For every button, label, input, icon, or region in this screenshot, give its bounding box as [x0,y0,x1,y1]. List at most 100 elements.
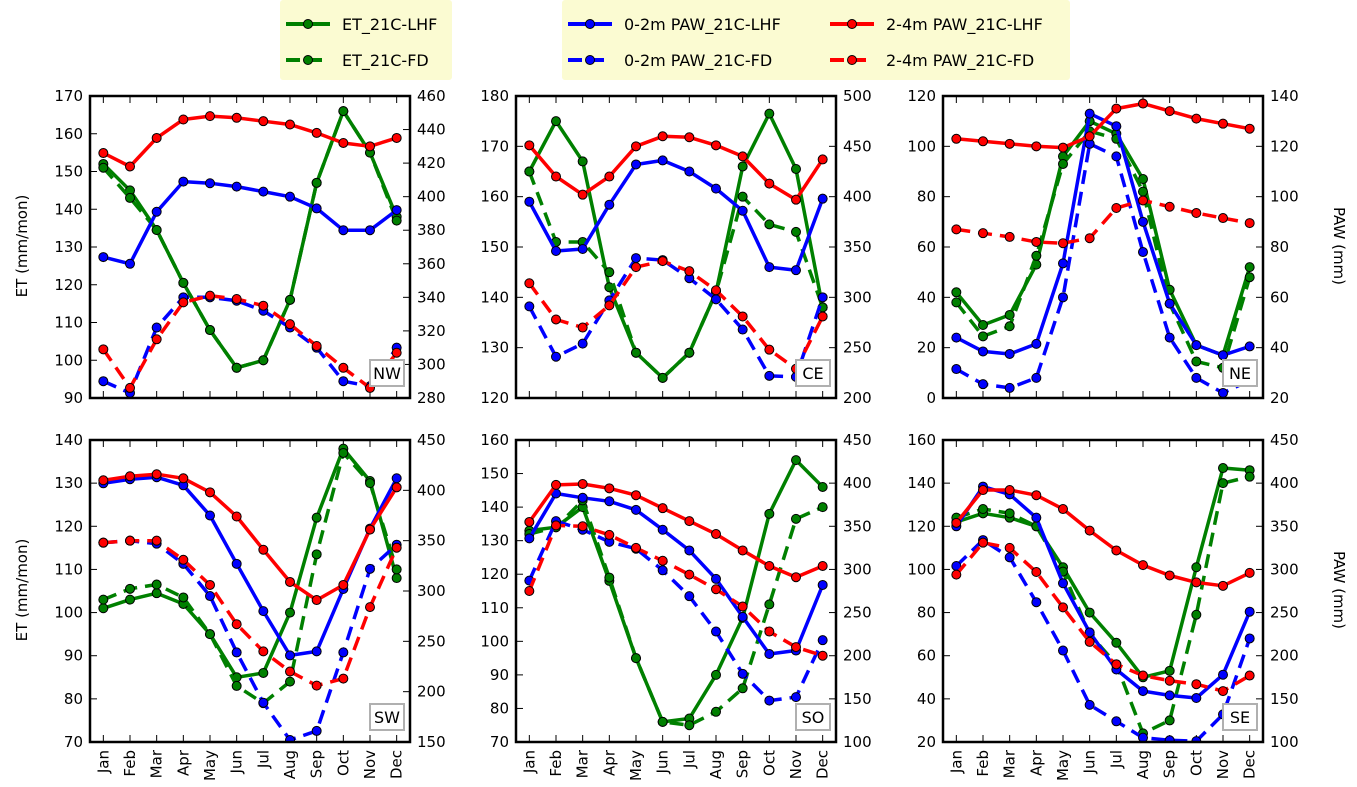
x-tick-label: Jul [254,750,272,769]
data-point [338,447,349,458]
data-point [1058,158,1068,169]
data-point [391,564,402,575]
data-point [258,606,269,617]
plot-area [943,96,1263,398]
data-point [311,512,322,523]
data-point [1164,690,1175,701]
series-group [951,463,1255,742]
y-right-tick-label: 450 [417,431,446,449]
data-point [524,196,535,207]
region-label-box [369,359,405,387]
data-point [391,347,402,358]
data-point [817,311,828,322]
data-point [125,161,135,172]
data-point [1244,670,1255,681]
data-point [1218,118,1228,129]
x-tick-label: Feb [121,750,139,777]
data-point [978,228,988,239]
y-left-tick-label: 120 [480,389,509,407]
data-point [258,646,269,657]
data-point [1191,577,1202,588]
data-point [978,346,988,357]
data-point [577,156,588,167]
x-tick-label: Oct [1187,750,1205,776]
y-left-tick-label: 40 [917,288,936,306]
data-point [178,176,189,187]
data-point [764,648,775,659]
data-point [391,482,402,493]
data-point [577,521,588,532]
panels-layer: 90 100 110 120 130 140 150 160 170 280 300 320 340 36… [54,87,1298,781]
y-left-tick-label: 80 [64,690,83,708]
y-right-tick-label: 300 [417,355,446,373]
data-point [311,725,322,736]
y-left-tick-label: 160 [480,188,509,206]
data-point [125,583,135,594]
data-point [285,319,295,330]
data-point [657,503,668,514]
data-point [311,646,322,657]
data-point [258,186,269,197]
data-point [951,287,962,298]
data-point [1218,213,1228,224]
data-point [524,278,535,289]
x-tick-label: Oct [334,750,352,776]
legend-label: ET_21C-LHF [342,15,437,35]
data-point [684,720,695,731]
y-right-tick-label: 460 [417,87,446,105]
data-point [711,285,721,296]
data-point [178,473,189,484]
legend-label: 0-2m PAW_21C-FD [624,51,772,71]
data-point [951,569,962,580]
y-left-label-top: ET (mm/mon) [13,195,31,298]
y-left-tick-label: 60 [917,647,936,665]
data-point [1111,637,1122,648]
plot-frame [941,438,1265,744]
plot-frame [88,94,412,400]
data-point [978,537,988,548]
data-point [205,579,215,590]
data-point [978,136,988,147]
x-tick-label: Jul [680,750,698,769]
data-point [1111,121,1122,132]
x-tick-label: Jan [947,750,965,774]
data-point [711,140,721,151]
panel-nw: 90 100 110 120 130 140 150 160 170 280 300 320 340 36… [54,87,445,407]
data-point [338,579,349,590]
data-point [1191,562,1202,573]
data-point [391,542,402,553]
data-point [684,545,695,556]
y-left-tick-label: 120 [54,517,83,535]
data-point [1244,633,1255,644]
region-label-box [1222,359,1258,387]
data-point [1191,340,1202,351]
data-point [98,475,109,486]
data-point [311,595,322,606]
data-point [737,611,748,622]
data-point [711,706,721,717]
x-tick-label: Nov [787,750,805,779]
data-point [1004,382,1015,393]
y-left-tick-label: 80 [917,188,936,206]
y-right-tick-label: 400 [417,188,446,206]
data-point [1138,686,1148,697]
data-point [391,132,402,143]
data-point [551,479,561,490]
x-tick-label: Jun [1081,750,1099,774]
data-point [258,116,269,127]
y-right-tick-label: 300 [843,288,872,306]
y-right-tick-label: 300 [1270,560,1299,578]
y-left-tick-label: 170 [54,87,83,105]
data-point [684,516,695,527]
y-left-tick-label: 140 [907,474,936,492]
data-point [125,471,135,482]
data-point [1218,686,1228,697]
panel-ne: 0 20 40 60 80 100 120 20 40 60 80 100 120 140 NE [907,87,1298,407]
y-right-tick-label: 150 [1270,690,1299,708]
data-point [1218,350,1228,361]
data-point [1031,490,1042,501]
data-point [791,642,801,653]
data-point [791,265,801,276]
data-point [285,734,295,742]
